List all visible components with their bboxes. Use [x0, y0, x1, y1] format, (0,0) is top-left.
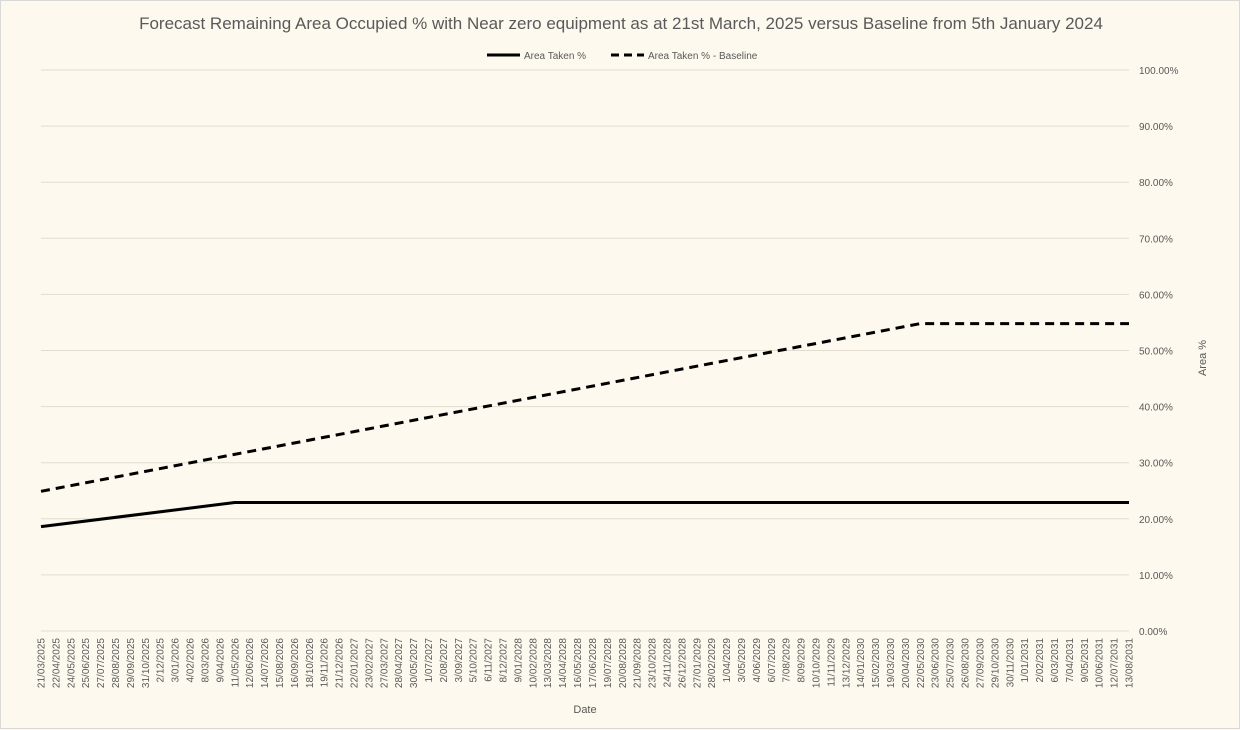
x-tick-label: 2/12/2025 [156, 638, 167, 683]
x-tick-label: 14/07/2026 [260, 638, 271, 688]
x-tick-label: 7/04/2031 [1065, 638, 1076, 683]
x-tick-label: 19/11/2026 [320, 638, 331, 688]
series-lines [40, 322, 1129, 529]
chart-title: Forecast Remaining Area Occupied % with … [139, 14, 1103, 33]
gridlines [41, 69, 1129, 632]
legend-label: Area Taken % - Baseline [648, 51, 758, 62]
x-tick-label: 6/03/2031 [1050, 638, 1061, 683]
x-tick-label: 10/10/2029 [812, 638, 823, 688]
y-tick-label: 80.00% [1139, 178, 1173, 189]
x-tick-label: 9/05/2031 [1080, 638, 1091, 683]
x-tick-label: 22/01/2027 [349, 638, 360, 688]
x-tick-label: 12/06/2026 [245, 638, 256, 688]
x-tick-label: 3/05/2029 [737, 638, 748, 683]
x-tick-label: 8/09/2029 [797, 638, 808, 683]
y-tick-label: 30.00% [1139, 459, 1173, 470]
x-tick-label: 24/11/2028 [662, 638, 673, 688]
x-tick-label: 8/03/2026 [200, 638, 211, 683]
y-axis-ticks: 0.00% 10.00% 20.00% 30.00% 40.00% 50.00% 60.00… [1139, 66, 1179, 638]
x-tick-label: 1/04/2029 [722, 638, 733, 683]
x-tick-label: 18/10/2026 [305, 638, 316, 688]
x-tick-label: 25/07/2030 [946, 638, 957, 688]
x-tick-label: 28/02/2029 [707, 638, 718, 688]
x-tick-label: 23/02/2027 [364, 638, 375, 688]
x-tick-label: 23/06/2030 [931, 638, 942, 688]
x-tick-label: 3/01/2026 [171, 638, 182, 683]
x-axis-label: Date [573, 704, 596, 716]
x-tick-label: 27/01/2029 [692, 638, 703, 688]
x-tick-label: 21/09/2028 [633, 638, 644, 688]
x-tick-label: 29/10/2030 [990, 638, 1001, 688]
y-tick-label: 70.00% [1139, 234, 1173, 245]
x-tick-label: 13/03/2028 [543, 638, 554, 688]
x-tick-label: 14/04/2028 [558, 638, 569, 688]
legend: Area Taken % Area Taken % - Baseline [487, 51, 758, 62]
area-taken-series-line [40, 501, 1129, 529]
x-tick-label: 27/07/2025 [96, 638, 107, 688]
x-tick-label: 14/01/2030 [856, 638, 867, 688]
x-tick-label: 19/07/2028 [603, 638, 614, 688]
x-tick-label: 25/06/2025 [81, 638, 92, 688]
y-tick-label: 50.00% [1139, 347, 1173, 358]
x-tick-label: 29/09/2025 [126, 638, 137, 688]
x-tick-label: 22/05/2030 [916, 638, 927, 688]
y-tick-label: 10.00% [1139, 571, 1173, 582]
x-tick-label: 8/12/2027 [499, 638, 510, 683]
x-tick-label: 6/11/2027 [484, 638, 495, 682]
y-tick-label: 100.00% [1139, 66, 1179, 77]
y-tick-label: 0.00% [1139, 627, 1167, 638]
x-tick-label: 6/07/2029 [767, 638, 778, 683]
x-tick-label: 5/10/2027 [469, 638, 480, 683]
x-tick-label: 21/03/2025 [37, 638, 48, 688]
legend-label: Area Taken % [524, 51, 586, 62]
x-tick-label: 15/02/2030 [871, 638, 882, 688]
x-tick-label: 4/02/2026 [186, 638, 197, 683]
x-tick-label: 9/01/2028 [513, 638, 524, 683]
y-tick-label: 40.00% [1139, 403, 1173, 414]
x-tick-label: 22/04/2025 [51, 638, 62, 688]
baseline-series-line [40, 322, 1129, 493]
x-tick-label: 3/09/2027 [454, 638, 465, 683]
x-tick-label: 20/04/2030 [901, 638, 912, 688]
x-tick-label: 27/03/2027 [379, 638, 390, 688]
x-tick-label: 10/02/2028 [528, 638, 539, 688]
x-tick-label: 9/04/2026 [215, 638, 226, 683]
x-tick-label: 1/07/2027 [424, 638, 435, 683]
x-tick-label: 27/09/2030 [975, 638, 986, 688]
x-tick-label: 10/06/2031 [1095, 638, 1106, 688]
x-tick-label: 2/08/2027 [439, 638, 450, 683]
x-tick-label: 4/06/2029 [752, 638, 763, 683]
x-tick-label: 30/05/2027 [409, 638, 420, 688]
x-tick-label: 26/08/2030 [961, 638, 972, 688]
x-tick-label: 11/05/2026 [230, 638, 241, 688]
x-tick-label: 20/08/2028 [618, 638, 629, 688]
x-tick-label: 13/12/2029 [841, 638, 852, 688]
x-tick-label: 7/08/2029 [782, 638, 793, 683]
x-tick-label: 31/10/2025 [141, 638, 152, 688]
x-tick-label: 28/04/2027 [394, 638, 405, 688]
y-tick-label: 20.00% [1139, 515, 1173, 526]
y-tick-label: 90.00% [1139, 122, 1173, 133]
x-tick-label: 11/11/2029 [826, 638, 837, 687]
x-tick-label: 12/07/2031 [1110, 638, 1121, 688]
x-tick-label: 13/08/2031 [1125, 638, 1136, 688]
y-tick-label: 60.00% [1139, 290, 1173, 301]
x-tick-label: 26/12/2028 [677, 638, 688, 688]
x-tick-label: 19/03/2030 [886, 638, 897, 688]
x-tick-label: 21/12/2026 [335, 638, 346, 688]
x-tick-label: 16/09/2026 [290, 638, 301, 688]
x-tick-label: 30/11/2030 [1005, 638, 1016, 688]
x-tick-label: 15/08/2026 [275, 638, 286, 688]
x-tick-label: 28/08/2025 [111, 638, 122, 688]
x-tick-label: 16/05/2028 [573, 638, 584, 688]
x-axis-ticks: 21/03/2025 22/04/2025 24/05/2025 25/06/2025… [37, 638, 1136, 688]
x-tick-label: 1/01/2031 [1020, 638, 1031, 683]
y-axis-label: Area % [1197, 340, 1209, 376]
x-tick-label: 24/05/2025 [66, 638, 77, 688]
x-tick-label: 17/06/2028 [588, 638, 599, 688]
x-tick-label: 23/10/2028 [648, 638, 659, 688]
x-tick-label: 2/02/2031 [1035, 638, 1046, 683]
